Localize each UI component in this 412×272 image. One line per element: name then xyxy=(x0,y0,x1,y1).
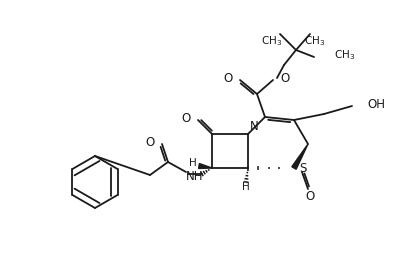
Text: O: O xyxy=(305,190,315,203)
Text: H: H xyxy=(189,158,197,168)
Text: O: O xyxy=(182,112,191,125)
Text: H: H xyxy=(242,182,250,192)
Text: CH$_3$: CH$_3$ xyxy=(334,48,355,62)
Text: S: S xyxy=(299,162,307,175)
Text: NH: NH xyxy=(186,169,204,183)
Polygon shape xyxy=(292,144,308,169)
Text: N: N xyxy=(250,120,258,134)
Text: O: O xyxy=(280,72,289,85)
Text: CH$_3$: CH$_3$ xyxy=(304,34,325,48)
Text: CH$_3$: CH$_3$ xyxy=(261,34,283,48)
Text: OH: OH xyxy=(367,98,385,112)
Text: O: O xyxy=(146,135,155,149)
Polygon shape xyxy=(199,163,212,168)
Text: O: O xyxy=(224,72,233,85)
